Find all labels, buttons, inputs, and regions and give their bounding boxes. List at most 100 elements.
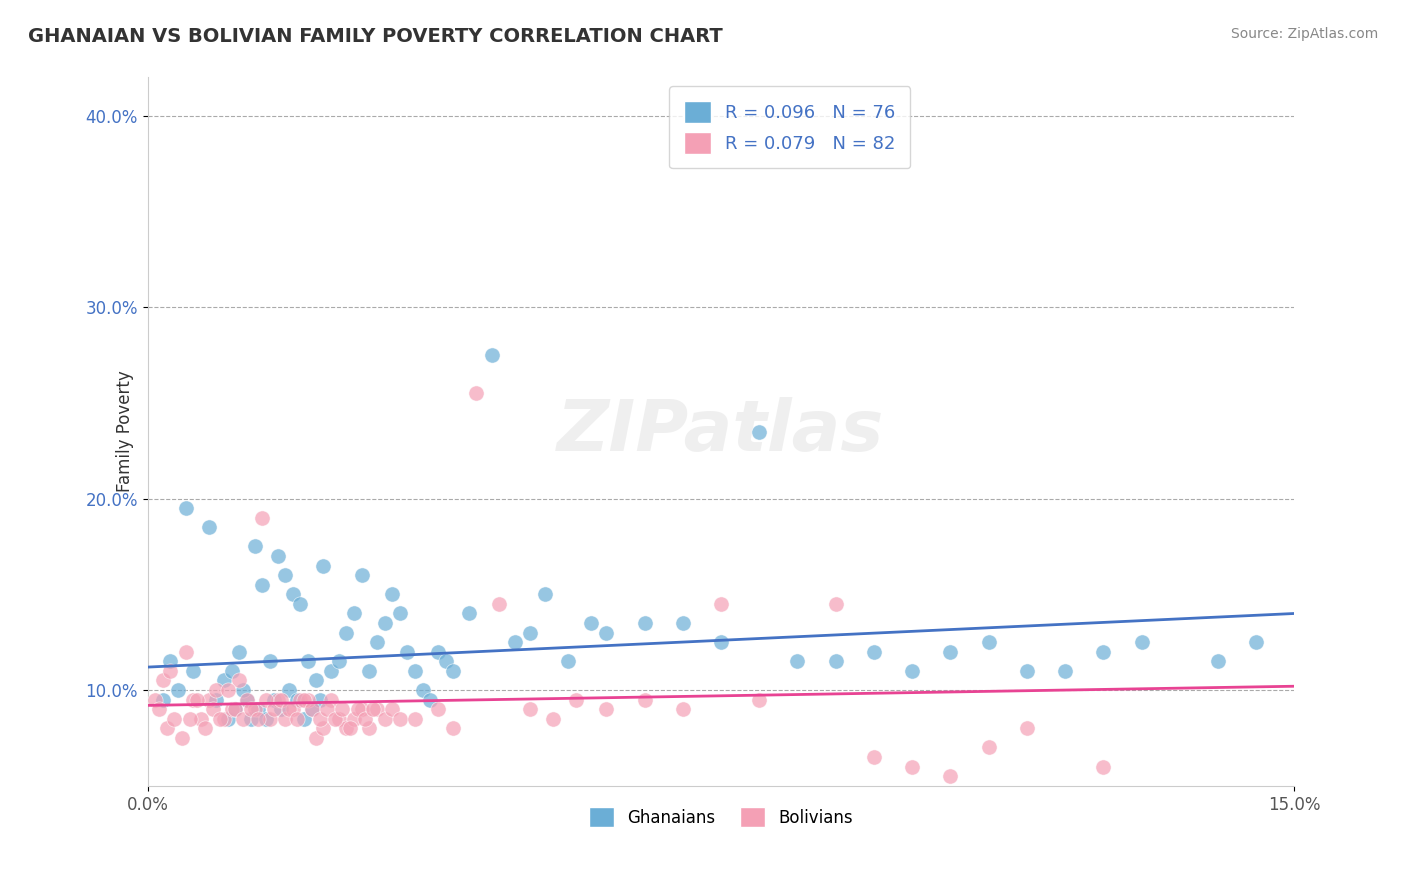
Point: [236, 692, 259, 706]
Point: [292, 692, 315, 706]
Point: [285, 692, 308, 706]
Point: [183, 692, 205, 706]
Point: [190, 712, 212, 726]
Point: [541, 712, 564, 726]
Point: [224, 702, 246, 716]
Point: [350, 568, 373, 582]
Point: [488, 597, 510, 611]
Point: [557, 654, 579, 668]
Point: [312, 722, 335, 736]
Point: [328, 712, 350, 726]
Point: [232, 712, 254, 726]
Point: [297, 654, 319, 668]
Point: [441, 664, 464, 678]
Point: [281, 587, 304, 601]
Point: [156, 722, 179, 736]
Point: [672, 615, 695, 630]
Point: [323, 712, 346, 726]
Point: [228, 645, 250, 659]
Point: [1054, 664, 1077, 678]
Point: [1092, 759, 1115, 773]
Point: [247, 712, 270, 726]
Point: [243, 540, 266, 554]
Point: [388, 607, 411, 621]
Point: [221, 664, 243, 678]
Point: [350, 702, 373, 716]
Point: [672, 702, 695, 716]
Point: [319, 692, 342, 706]
Point: [274, 568, 297, 582]
Point: [197, 520, 219, 534]
Point: [366, 635, 388, 649]
Point: [404, 712, 426, 726]
Point: [343, 607, 366, 621]
Point: [224, 702, 246, 716]
Point: [339, 722, 361, 736]
Point: [194, 722, 217, 736]
Point: [143, 692, 166, 706]
Point: [281, 702, 304, 716]
Point: [381, 702, 404, 716]
Point: [239, 712, 262, 726]
Point: [481, 348, 503, 362]
Point: [359, 722, 381, 736]
Point: [579, 615, 602, 630]
Point: [305, 673, 328, 688]
Point: [263, 702, 285, 716]
Point: [159, 654, 181, 668]
Point: [254, 712, 277, 726]
Point: [319, 664, 342, 678]
Point: [308, 692, 330, 706]
Point: [595, 625, 617, 640]
Point: [250, 510, 273, 524]
Point: [174, 645, 197, 659]
Point: [427, 702, 450, 716]
Point: [441, 722, 464, 736]
Point: [301, 702, 323, 716]
Point: [396, 645, 419, 659]
Point: [1092, 645, 1115, 659]
Point: [710, 597, 733, 611]
Point: [209, 712, 232, 726]
Point: [270, 692, 292, 706]
Point: [263, 692, 285, 706]
Point: [301, 702, 323, 716]
Point: [434, 654, 457, 668]
Point: [201, 702, 224, 716]
Point: [419, 692, 441, 706]
Point: [863, 645, 886, 659]
Point: [824, 654, 846, 668]
Point: [346, 702, 368, 716]
Point: [748, 425, 770, 439]
Point: [305, 731, 328, 745]
Y-axis label: Family Poverty: Family Poverty: [115, 371, 134, 492]
Point: [316, 702, 339, 716]
Point: [366, 702, 388, 716]
Point: [1015, 664, 1038, 678]
Point: [412, 683, 434, 698]
Point: [359, 664, 381, 678]
Point: [633, 692, 655, 706]
Point: [901, 759, 924, 773]
Point: [247, 702, 270, 716]
Point: [179, 712, 201, 726]
Point: [205, 683, 228, 698]
Point: [564, 692, 586, 706]
Point: [312, 558, 335, 573]
Point: [404, 664, 426, 678]
Point: [174, 501, 197, 516]
Point: [167, 683, 190, 698]
Point: [427, 645, 450, 659]
Point: [217, 712, 239, 726]
Point: [278, 702, 301, 716]
Point: [159, 664, 181, 678]
Point: [152, 673, 174, 688]
Text: Source: ZipAtlas.com: Source: ZipAtlas.com: [1230, 27, 1378, 41]
Point: [710, 635, 733, 649]
Point: [1015, 722, 1038, 736]
Point: [221, 702, 243, 716]
Point: [205, 692, 228, 706]
Point: [335, 625, 357, 640]
Point: [343, 712, 366, 726]
Point: [285, 712, 308, 726]
